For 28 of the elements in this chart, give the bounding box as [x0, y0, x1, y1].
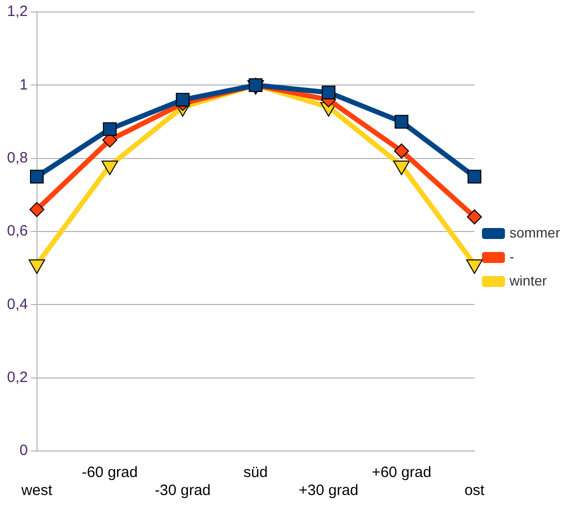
x-tick-label: +30 grad — [298, 482, 358, 500]
point — [468, 170, 482, 184]
x-tick-label: -60 grad — [82, 464, 138, 482]
point — [30, 170, 44, 184]
y-tick-label: 0,4 — [6, 296, 28, 313]
y-tick-label: 1 — [20, 76, 28, 94]
x-tick-label: west — [20, 482, 54, 500]
y-tick-label: 0 — [20, 442, 28, 460]
point — [28, 259, 46, 274]
point — [29, 202, 44, 218]
legend-label: winter — [508, 272, 548, 288]
point — [466, 209, 482, 224]
y-tick-label: 1,2 — [6, 3, 28, 20]
point — [322, 86, 336, 100]
legend-label: - — [509, 248, 514, 264]
x-tick-label: -30 grad — [154, 482, 211, 500]
y-tick-label: 0,8 — [6, 149, 28, 166]
point — [466, 259, 483, 274]
x-tick-label: ost — [464, 482, 486, 500]
x-tick-label: +60 grad — [372, 464, 432, 482]
x-tick-label: süd — [244, 464, 268, 482]
legend-label: sommer — [509, 224, 560, 240]
point — [394, 144, 410, 159]
point — [176, 92, 190, 107]
point — [394, 114, 408, 129]
y-tick-label: 0,2 — [6, 368, 28, 386]
point — [102, 122, 117, 136]
y-tick-label: 0,6 — [6, 222, 28, 240]
